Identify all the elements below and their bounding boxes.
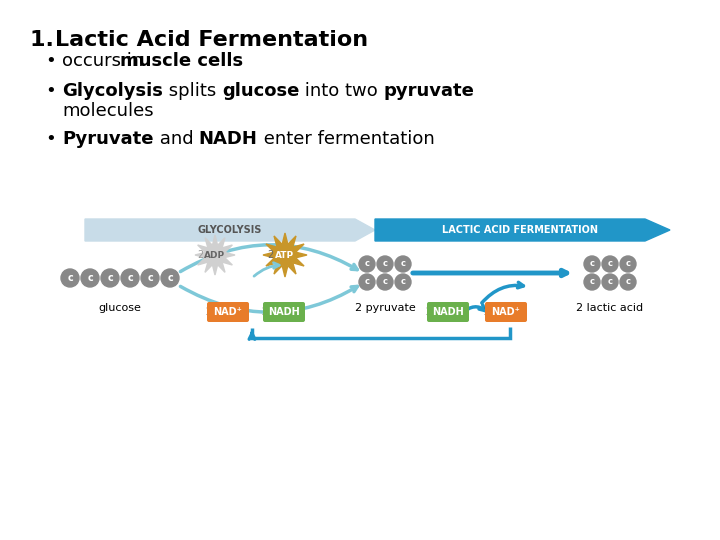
- Text: 2: 2: [267, 250, 273, 260]
- Circle shape: [377, 256, 393, 272]
- Circle shape: [161, 269, 179, 287]
- Text: NADH: NADH: [268, 307, 300, 317]
- FancyArrow shape: [85, 219, 375, 241]
- Text: pyruvate: pyruvate: [384, 82, 474, 100]
- Polygon shape: [195, 235, 235, 275]
- Text: occurs in: occurs in: [62, 52, 149, 70]
- Text: 2: 2: [206, 307, 212, 317]
- Text: molecules: molecules: [62, 102, 153, 120]
- Text: c: c: [382, 278, 387, 287]
- Circle shape: [359, 274, 375, 290]
- Text: enter fermentation: enter fermentation: [258, 130, 434, 148]
- Text: Lactic Acid Fermentation: Lactic Acid Fermentation: [55, 30, 368, 50]
- Text: 1.: 1.: [30, 30, 69, 50]
- Circle shape: [359, 256, 375, 272]
- Text: glucose: glucose: [99, 303, 141, 313]
- FancyArrow shape: [375, 219, 670, 241]
- Circle shape: [602, 274, 618, 290]
- Text: LACTIC ACID FERMENTATION: LACTIC ACID FERMENTATION: [442, 225, 598, 235]
- Circle shape: [101, 269, 119, 287]
- Circle shape: [121, 269, 139, 287]
- Text: c: c: [400, 260, 405, 268]
- Circle shape: [377, 274, 393, 290]
- Polygon shape: [263, 233, 307, 277]
- Text: splits: splits: [163, 82, 222, 100]
- Text: GLYCOLYSIS: GLYCOLYSIS: [198, 225, 262, 235]
- Text: NADH: NADH: [199, 130, 258, 148]
- Circle shape: [584, 256, 600, 272]
- Circle shape: [584, 274, 600, 290]
- Text: c: c: [87, 273, 93, 283]
- Text: Glycolysis: Glycolysis: [62, 82, 163, 100]
- Text: 2: 2: [426, 307, 432, 317]
- Circle shape: [61, 269, 79, 287]
- Circle shape: [81, 269, 99, 287]
- Text: c: c: [626, 278, 631, 287]
- Text: c: c: [67, 273, 73, 283]
- FancyBboxPatch shape: [263, 302, 305, 322]
- FancyBboxPatch shape: [207, 302, 249, 322]
- Text: c: c: [608, 278, 613, 287]
- Text: NAD⁺: NAD⁺: [492, 307, 521, 317]
- Circle shape: [395, 256, 411, 272]
- Circle shape: [602, 256, 618, 272]
- Text: c: c: [364, 260, 369, 268]
- Text: c: c: [364, 278, 369, 287]
- Text: muscle cells: muscle cells: [120, 52, 243, 70]
- Text: 2: 2: [262, 307, 268, 317]
- Text: c: c: [608, 260, 613, 268]
- Text: c: c: [382, 260, 387, 268]
- FancyBboxPatch shape: [485, 302, 527, 322]
- Text: c: c: [107, 273, 113, 283]
- Text: c: c: [400, 278, 405, 287]
- Text: c: c: [167, 273, 173, 283]
- Text: 2: 2: [197, 250, 203, 260]
- Text: 2 lactic acid: 2 lactic acid: [577, 303, 644, 313]
- Text: ATP: ATP: [276, 251, 294, 260]
- Text: NADH: NADH: [432, 307, 464, 317]
- Text: c: c: [590, 278, 595, 287]
- Text: 2 pyruvate: 2 pyruvate: [355, 303, 415, 313]
- Text: glucose: glucose: [222, 82, 300, 100]
- FancyBboxPatch shape: [427, 302, 469, 322]
- Text: 2: 2: [484, 307, 490, 317]
- Circle shape: [395, 274, 411, 290]
- Text: •: •: [45, 82, 55, 100]
- Text: ADP: ADP: [204, 251, 225, 260]
- Text: into two: into two: [300, 82, 384, 100]
- Text: Pyruvate: Pyruvate: [62, 130, 153, 148]
- Text: c: c: [127, 273, 133, 283]
- Text: and: and: [153, 130, 199, 148]
- Text: •: •: [45, 52, 55, 70]
- Text: c: c: [590, 260, 595, 268]
- Text: NAD⁺: NAD⁺: [214, 307, 243, 317]
- Circle shape: [141, 269, 159, 287]
- Text: c: c: [626, 260, 631, 268]
- Text: c: c: [147, 273, 153, 283]
- Circle shape: [620, 274, 636, 290]
- Text: •: •: [45, 130, 55, 148]
- Circle shape: [620, 256, 636, 272]
